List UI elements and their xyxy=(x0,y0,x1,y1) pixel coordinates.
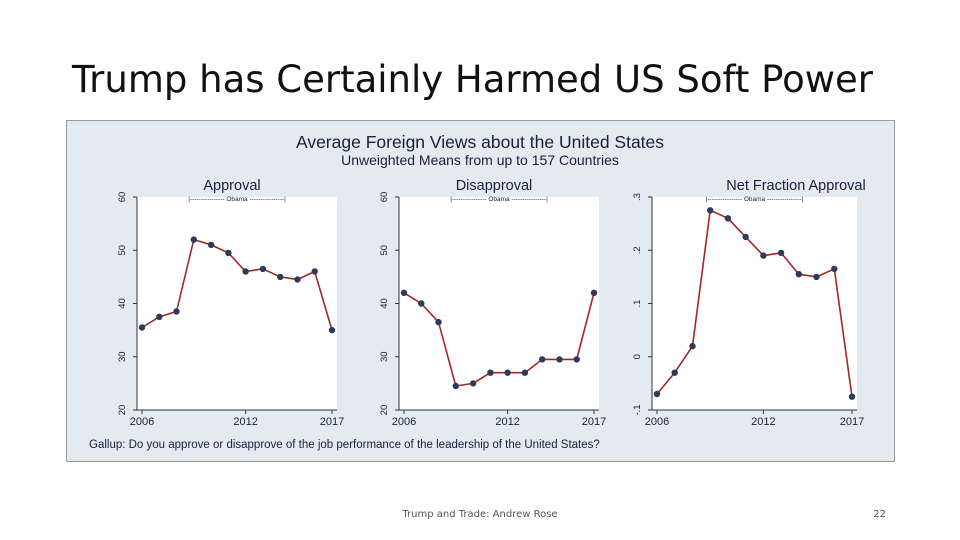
data-point xyxy=(138,324,146,331)
x-tick-label: 2017 xyxy=(320,416,344,428)
y-tick-label: 40 xyxy=(379,298,390,309)
data-point xyxy=(653,390,661,398)
x-tick-label: 2012 xyxy=(233,416,257,428)
y-tick-label: 50 xyxy=(117,245,128,256)
chart-panel-2: Disapproval |---------------- Obama -----… xyxy=(379,178,606,428)
data-point xyxy=(435,318,442,326)
figure-subtitle: Unweighted Means from up to 157 Countrie… xyxy=(341,152,619,168)
data-point xyxy=(795,271,802,278)
data-point xyxy=(777,249,785,257)
data-point xyxy=(294,276,301,283)
slide-number: 22 xyxy=(873,509,886,520)
y-tick-label: 0 xyxy=(632,354,643,359)
data-point xyxy=(277,273,284,281)
data-point xyxy=(311,268,318,275)
obama-annotation: |---------------- Obama ----------------… xyxy=(706,196,804,203)
data-point xyxy=(671,369,678,376)
data-point xyxy=(724,215,732,222)
data-point xyxy=(242,268,249,275)
y-tick-label: .1 xyxy=(632,300,643,308)
data-point xyxy=(742,233,749,241)
data-point xyxy=(173,308,180,315)
chart-panel-3: Net Fraction Approval |---------------- O… xyxy=(632,178,866,428)
y-tick-label: 30 xyxy=(379,351,390,362)
x-tick-label: 2017 xyxy=(840,416,864,428)
figure-title: Average Foreign Views about the United S… xyxy=(296,132,664,152)
data-point xyxy=(207,241,215,249)
y-tick-label: 20 xyxy=(117,405,128,416)
slide-title: Trump has Certainly Harmed US Soft Power xyxy=(72,58,874,101)
data-point xyxy=(469,380,477,387)
x-tick-label: 2017 xyxy=(582,416,606,428)
series-line xyxy=(656,209,853,397)
data-point xyxy=(225,249,232,257)
y-tick-label: 20 xyxy=(379,405,390,416)
data-point xyxy=(452,382,459,390)
data-point xyxy=(521,369,529,376)
data-point xyxy=(504,369,511,376)
data-point xyxy=(259,265,267,273)
y-tick-label: .3 xyxy=(632,193,643,201)
y-tick-label: 60 xyxy=(379,192,390,203)
x-tick-label: 2006 xyxy=(392,416,416,428)
obama-annotation: |---------------- Obama ----------------… xyxy=(450,196,548,203)
x-tick-label: 2006 xyxy=(130,416,154,428)
y-tick-label: 40 xyxy=(117,298,128,309)
y-tick-label: 30 xyxy=(117,351,128,362)
data-point xyxy=(556,356,563,363)
data-point xyxy=(190,236,197,243)
y-tick-label: .2 xyxy=(632,246,643,254)
data-point xyxy=(707,207,714,214)
data-point xyxy=(418,300,425,307)
y-tick-label: 60 xyxy=(117,192,128,203)
plot-area xyxy=(399,197,599,410)
data-point xyxy=(831,265,838,273)
data-point xyxy=(156,313,163,320)
plot-area xyxy=(137,197,337,410)
panel-title: Disapproval xyxy=(456,178,533,194)
data-point xyxy=(760,252,767,259)
figure-caption: Gallup: Do you approve or disapprove of … xyxy=(89,439,600,451)
plot-area xyxy=(652,197,857,410)
data-point xyxy=(573,356,580,363)
x-tick-label: 2012 xyxy=(495,416,519,428)
obama-annotation: |---------------- Obama ----------------… xyxy=(188,196,286,203)
data-point xyxy=(328,326,336,334)
panel-title: Approval xyxy=(203,178,260,194)
data-point xyxy=(848,393,856,400)
panel-title: Net Fraction Approval xyxy=(726,178,865,194)
data-point xyxy=(400,289,408,296)
data-point xyxy=(813,273,820,281)
x-tick-label: 2006 xyxy=(645,416,669,428)
chart-figure: Average Foreign Views about the United S… xyxy=(66,120,895,462)
data-point xyxy=(539,356,546,363)
slide-footer: Trump and Trade: Andrew Rose xyxy=(402,509,558,520)
y-tick-label: -.1 xyxy=(632,404,643,415)
data-point xyxy=(689,342,696,350)
chart-figure-svg: Average Foreign Views about the United S… xyxy=(67,121,894,461)
x-tick-label: 2012 xyxy=(751,416,775,428)
y-tick-label: 50 xyxy=(379,245,390,256)
data-point xyxy=(487,369,494,376)
chart-panel-1: Approval |---------------- Obama --------… xyxy=(117,178,344,428)
data-point xyxy=(590,289,598,296)
